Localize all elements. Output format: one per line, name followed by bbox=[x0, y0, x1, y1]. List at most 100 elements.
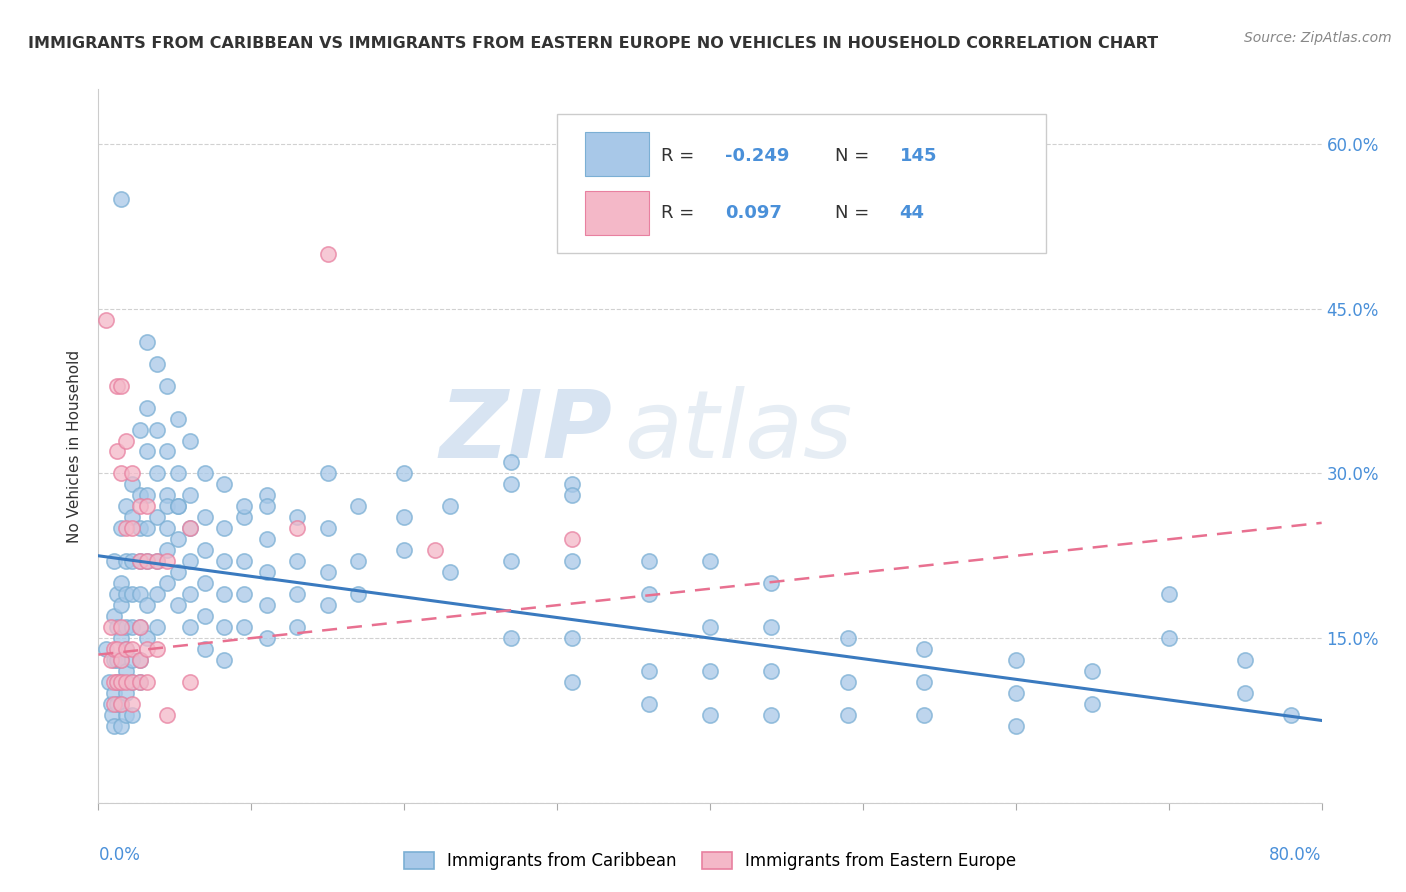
Point bbox=[167, 533, 190, 547]
Point bbox=[232, 587, 254, 601]
Point bbox=[110, 697, 132, 711]
Point bbox=[1157, 587, 1180, 601]
Point bbox=[212, 477, 235, 491]
Point bbox=[179, 675, 201, 690]
Point bbox=[145, 554, 167, 568]
Point bbox=[561, 533, 583, 547]
Point bbox=[145, 642, 167, 657]
Point bbox=[103, 653, 125, 667]
Point bbox=[285, 587, 308, 601]
Point bbox=[128, 554, 150, 568]
Point bbox=[115, 554, 138, 568]
Point bbox=[98, 675, 121, 690]
Point bbox=[110, 598, 132, 612]
Point bbox=[256, 500, 278, 514]
Point bbox=[256, 488, 278, 502]
Point bbox=[167, 411, 190, 425]
Point bbox=[110, 378, 132, 392]
Point bbox=[699, 554, 721, 568]
Point bbox=[121, 642, 143, 657]
Point bbox=[167, 500, 190, 514]
Point bbox=[110, 631, 132, 645]
Point bbox=[179, 620, 201, 634]
Point bbox=[423, 543, 446, 558]
Point bbox=[115, 708, 138, 723]
Point bbox=[912, 675, 935, 690]
Point bbox=[256, 598, 278, 612]
Point bbox=[1004, 686, 1026, 700]
Point bbox=[156, 521, 179, 535]
Point bbox=[105, 675, 128, 690]
Point bbox=[115, 686, 138, 700]
Point bbox=[121, 675, 143, 690]
Point bbox=[121, 620, 143, 634]
Text: -0.249: -0.249 bbox=[724, 146, 789, 165]
Point bbox=[637, 697, 661, 711]
Point bbox=[347, 500, 370, 514]
Point bbox=[392, 467, 416, 481]
Point bbox=[561, 554, 583, 568]
Point bbox=[167, 598, 190, 612]
Point bbox=[392, 510, 416, 524]
Text: N =: N = bbox=[835, 146, 875, 165]
Point bbox=[128, 488, 150, 502]
Point bbox=[256, 631, 278, 645]
Point bbox=[1081, 664, 1104, 678]
Point bbox=[100, 620, 122, 634]
Point bbox=[145, 620, 167, 634]
Point bbox=[316, 247, 339, 261]
Point bbox=[194, 609, 217, 624]
Point bbox=[232, 620, 254, 634]
Point bbox=[212, 554, 235, 568]
Point bbox=[212, 620, 235, 634]
Point bbox=[316, 598, 339, 612]
Point bbox=[94, 642, 117, 657]
Point bbox=[105, 378, 128, 392]
Point bbox=[561, 488, 583, 502]
Text: 0.0%: 0.0% bbox=[98, 846, 141, 863]
Point bbox=[103, 642, 125, 657]
Point bbox=[637, 587, 661, 601]
Point bbox=[103, 554, 125, 568]
Point bbox=[136, 488, 159, 502]
Point bbox=[145, 510, 167, 524]
Point bbox=[136, 500, 159, 514]
Point bbox=[1004, 653, 1026, 667]
Point bbox=[136, 631, 159, 645]
Point bbox=[699, 708, 721, 723]
Point bbox=[194, 510, 217, 524]
Point bbox=[699, 620, 721, 634]
Point bbox=[136, 642, 159, 657]
Text: atlas: atlas bbox=[624, 386, 852, 477]
Point bbox=[759, 620, 782, 634]
Point bbox=[759, 576, 782, 591]
Point bbox=[156, 576, 179, 591]
Point bbox=[128, 500, 150, 514]
Point bbox=[100, 697, 122, 711]
Point bbox=[121, 477, 143, 491]
Point bbox=[105, 587, 128, 601]
Point bbox=[110, 192, 132, 206]
Point bbox=[194, 467, 217, 481]
Point bbox=[212, 521, 235, 535]
Point bbox=[110, 653, 132, 667]
Point bbox=[103, 686, 125, 700]
Point bbox=[179, 521, 201, 535]
Point bbox=[167, 467, 190, 481]
Point bbox=[1004, 719, 1026, 733]
Point bbox=[136, 598, 159, 612]
Point bbox=[110, 467, 132, 481]
Point bbox=[128, 587, 150, 601]
Point bbox=[285, 521, 308, 535]
Point bbox=[156, 378, 179, 392]
Point bbox=[232, 500, 254, 514]
Point bbox=[156, 500, 179, 514]
Point bbox=[110, 576, 132, 591]
Point bbox=[167, 566, 190, 580]
Point bbox=[128, 675, 150, 690]
Point bbox=[94, 312, 117, 326]
Point bbox=[167, 500, 190, 514]
Point bbox=[121, 675, 143, 690]
Point bbox=[501, 455, 523, 469]
Point bbox=[561, 675, 583, 690]
